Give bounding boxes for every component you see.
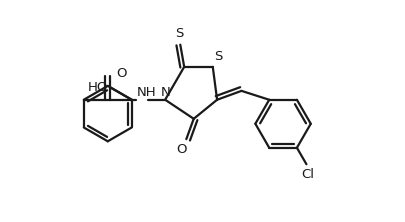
Text: NH: NH	[136, 86, 156, 99]
Text: Cl: Cl	[300, 168, 313, 181]
Text: O: O	[116, 67, 127, 80]
Text: S: S	[214, 50, 222, 63]
Text: O: O	[175, 143, 186, 157]
Text: HO: HO	[87, 81, 108, 94]
Text: S: S	[175, 27, 183, 40]
Text: N: N	[160, 86, 170, 99]
